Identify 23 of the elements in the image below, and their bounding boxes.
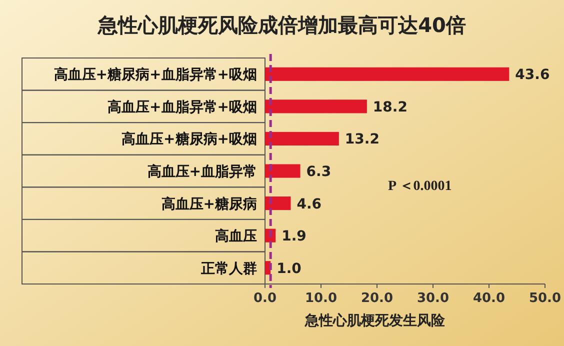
y-tick-label: 高血压+糖尿病+血脂异常+吸烟 (54, 66, 257, 84)
data-label: 6.3 (306, 164, 332, 180)
annotation: P ＜0.0001 (388, 179, 452, 194)
x-tick-label: 30.0 (416, 291, 450, 306)
y-tick-label: 高血压 (215, 228, 257, 245)
data-label: 18.2 (372, 99, 408, 116)
y-tick-label: 高血压+血脂异常 (147, 163, 257, 180)
x-tick-label: 40.0 (472, 291, 506, 306)
data-label: 4.6 (296, 196, 322, 212)
x-axis-title: 急性心肌梗死发生风险 (304, 312, 446, 329)
x-tick-label: 0.0 (253, 291, 277, 306)
chart-title: 急性心肌梗死风险成倍增加最高可达40倍 (97, 13, 466, 37)
data-label: 1.9 (282, 228, 306, 245)
x-tick-label: 10.0 (304, 291, 338, 306)
y-tick-label: 正常人群 (200, 260, 257, 277)
x-tick-label: 50.0 (528, 291, 562, 306)
y-tick-label: 高血压+血脂异常+吸烟 (108, 98, 257, 116)
y-tick-label: 高血压+糖尿病+吸烟 (122, 130, 257, 148)
data-label: 1.0 (276, 260, 302, 277)
data-label: 43.6 (515, 67, 550, 84)
y-tick-label: 高血压+糖尿病 (161, 195, 257, 212)
x-tick-label: 20.0 (360, 291, 394, 306)
data-label: 13.2 (344, 132, 380, 148)
